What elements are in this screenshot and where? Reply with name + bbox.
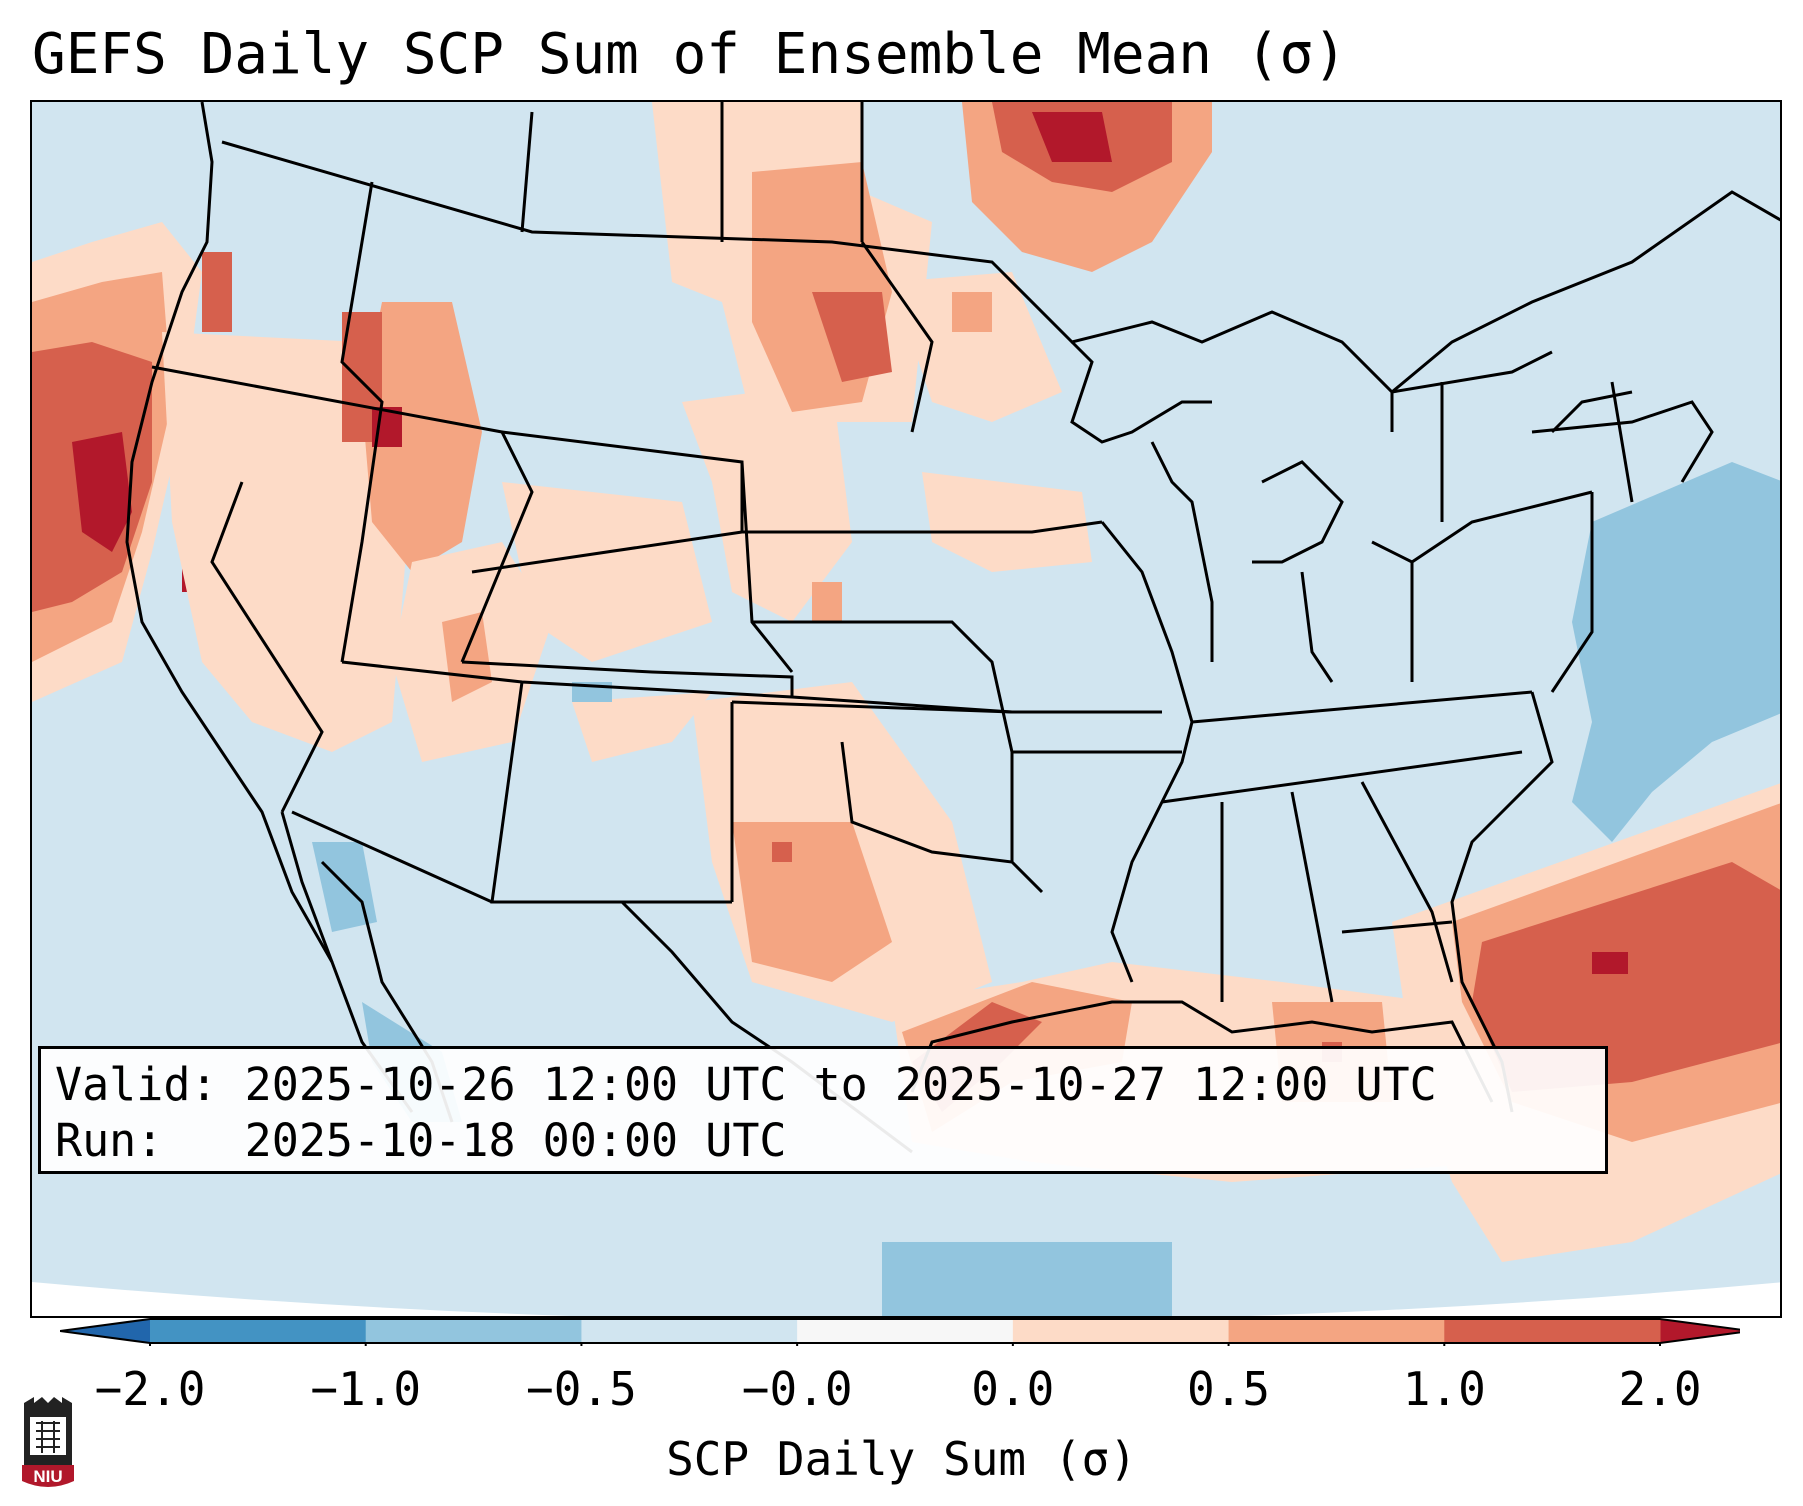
colorbar-extend-low	[60, 1319, 150, 1343]
colorbar-extend-high	[1660, 1319, 1740, 1343]
west-interior-anomaly	[162, 302, 852, 762]
boundaries	[125, 102, 1780, 1154]
valid-label: Valid:	[55, 1058, 218, 1111]
west-coastline	[125, 102, 414, 1113]
logo-shield	[22, 1465, 74, 1487]
colorbar-tick-label: −2.0	[94, 1362, 206, 1416]
colorbar-segment	[365, 1319, 582, 1343]
valid-value: 2025-10-26 12:00 UTC to 2025-10-27 12:00…	[244, 1058, 1437, 1111]
colorbar-tick-label: 0.0	[971, 1362, 1055, 1416]
colorbar-tick-label: 2.0	[1618, 1362, 1702, 1416]
run-line: Run: 2025-10-18 00:00 UTC	[55, 1113, 1591, 1169]
colorbar-segment	[797, 1319, 1014, 1343]
south-plains-anomaly	[692, 682, 992, 1022]
colorbar-segment	[1228, 1319, 1445, 1343]
valid-run-info-box: Valid: 2025-10-26 12:00 UTC to 2025-10-2…	[38, 1046, 1608, 1174]
colorbar-segment	[581, 1319, 798, 1343]
colorbar-tick-label: 0.5	[1187, 1362, 1271, 1416]
colorbar-title: SCP Daily Sum (σ)	[666, 1432, 1137, 1486]
logo-text: NIU	[33, 1467, 63, 1486]
colorbar-tick-label: 1.0	[1402, 1362, 1486, 1416]
colorbar	[60, 1318, 1740, 1346]
colorbar-segment	[150, 1319, 367, 1343]
niu-logo-icon	[22, 1397, 74, 1487]
run-label: Run:	[55, 1114, 164, 1167]
niu-logo: NIU	[20, 1393, 76, 1489]
colorbar-tick-label: −0.5	[526, 1362, 637, 1416]
outside-projection	[32, 1282, 1780, 1316]
colorbar-segment	[1444, 1319, 1661, 1343]
pacific-anomaly	[32, 222, 232, 702]
run-value: 2025-10-18 00:00 UTC	[244, 1114, 787, 1167]
colorbar-segment	[1012, 1319, 1230, 1343]
colorbar-tick-label: −0.0	[741, 1362, 853, 1416]
colorbar-tick-label: −1.0	[310, 1362, 422, 1416]
canada-border	[221, 140, 1553, 394]
page-title: GEFS Daily SCP Sum of Ensemble Mean (σ)	[32, 22, 1347, 87]
valid-line: Valid: 2025-10-26 12:00 UTC to 2025-10-2…	[55, 1057, 1591, 1113]
